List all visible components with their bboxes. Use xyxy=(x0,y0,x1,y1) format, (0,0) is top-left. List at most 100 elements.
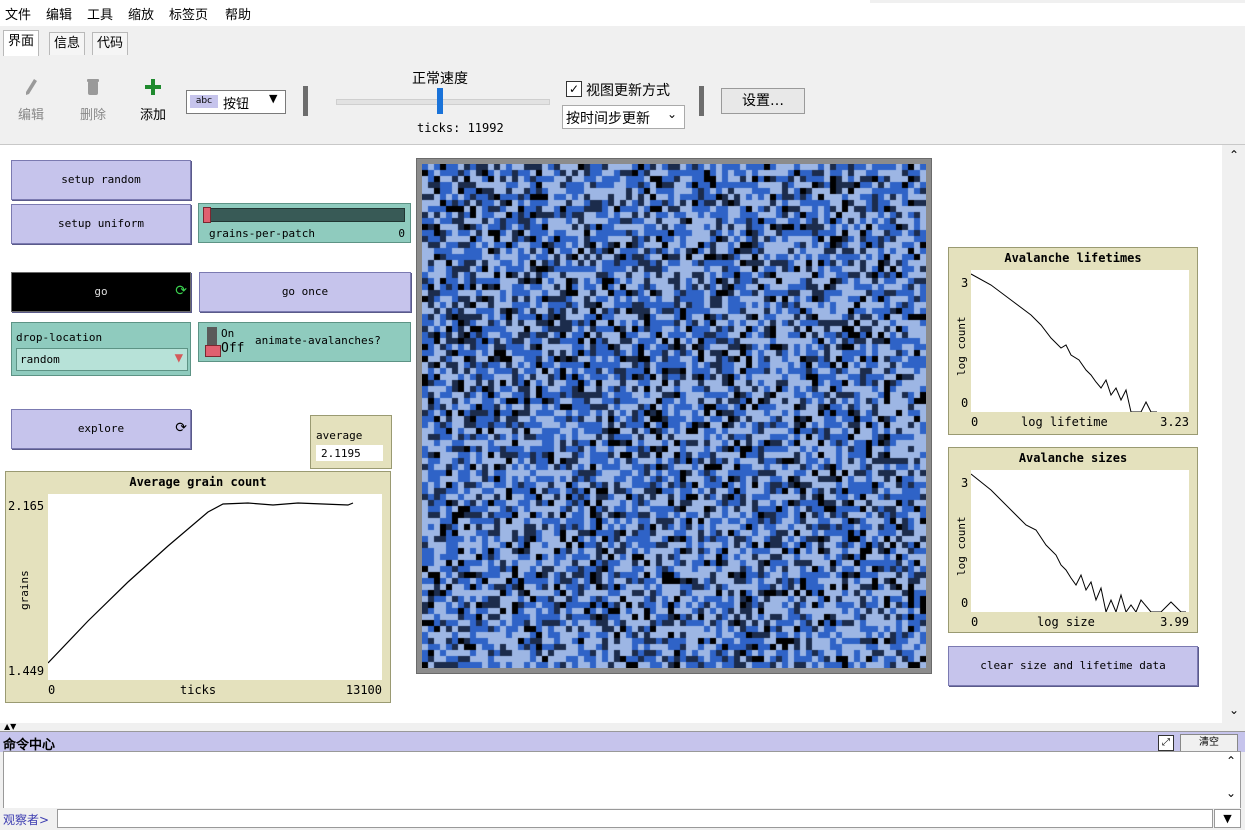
add-button-label: 添加 xyxy=(139,108,166,123)
switch-track[interactable] xyxy=(207,327,217,355)
tab-bar: 界面 信息 代码 xyxy=(0,26,1245,57)
pencil-icon xyxy=(26,79,37,95)
settings-button[interactable]: 设置… xyxy=(721,88,805,114)
scroll-up-icon[interactable]: ⌃ xyxy=(1229,148,1240,162)
grains-slider-value: 0 xyxy=(398,227,405,240)
speed-label: 正常速度 xyxy=(412,71,468,87)
switch-handle[interactable] xyxy=(205,345,221,357)
toolbar-separator xyxy=(699,86,704,116)
update-mode-value: 按时间步更新 xyxy=(566,111,650,127)
y-max-label: 3 xyxy=(961,276,969,290)
lifetimes-line xyxy=(970,273,1157,413)
chevron-down-icon[interactable]: ▼ xyxy=(1214,809,1241,828)
forever-loop-icon: ⟳ xyxy=(175,283,187,299)
split-handle-icon[interactable]: ▲▼ xyxy=(4,722,17,731)
average-monitor-value: 2.1195 xyxy=(321,447,361,460)
menu-file[interactable]: 文件 xyxy=(5,8,32,23)
x-min-label: 0 xyxy=(48,683,56,697)
go-button-label: go xyxy=(94,285,108,298)
patch-grid[interactable] xyxy=(422,164,926,668)
x-min-label: 0 xyxy=(971,615,979,629)
menu-tabs[interactable]: 标签页 xyxy=(169,8,209,23)
menu-bar-edge xyxy=(870,0,1245,3)
drop-location-value: random xyxy=(20,353,60,366)
y-max-label: 2.165 xyxy=(8,499,45,513)
slider-handle[interactable] xyxy=(203,207,211,223)
speed-slider-handle[interactable] xyxy=(437,88,443,114)
delete-button[interactable]: 删除 xyxy=(76,78,110,123)
toolbar-separator xyxy=(303,86,308,116)
y-axis-label: grains xyxy=(18,570,31,610)
speed-slider[interactable] xyxy=(336,99,550,105)
grains-slider-label: grains-per-patch xyxy=(209,227,315,240)
setup-random-button[interactable]: setup random xyxy=(11,160,191,200)
slider-track[interactable] xyxy=(203,208,405,222)
trash-icon xyxy=(87,79,99,95)
switch-off-label: Off xyxy=(221,341,245,356)
add-button[interactable]: 添加 xyxy=(136,78,170,123)
menu-zoom[interactable]: 缩放 xyxy=(128,8,155,23)
clear-data-button[interactable]: clear size and lifetime data xyxy=(948,646,1198,686)
interface-scrollbar[interactable]: ⌃ ⌄ xyxy=(1223,145,1245,723)
grains-per-patch-slider[interactable]: grains-per-patch 0 xyxy=(198,203,411,243)
x-max-label: 13100 xyxy=(345,683,382,697)
clear-command-button[interactable]: 清空 xyxy=(1180,734,1238,752)
animate-avalanches-switch[interactable]: On Off animate-avalanches? xyxy=(198,322,411,362)
explore-button-label: explore xyxy=(77,422,125,435)
scroll-down-icon[interactable]: ⌄ xyxy=(1229,703,1240,717)
forever-loop-icon: ⟳ xyxy=(175,420,187,436)
average-monitor-box: 2.1195 xyxy=(316,445,383,461)
tab-code[interactable]: 代码 xyxy=(92,32,129,55)
command-center-title: 命令中心 xyxy=(3,738,56,753)
scroll-down-icon[interactable]: ⌄ xyxy=(1225,786,1236,800)
plot-area xyxy=(970,270,1189,413)
interface-panel: setup random setup uniform grains-per-pa… xyxy=(0,145,1222,723)
y-max-label: 3 xyxy=(961,476,969,490)
edit-button[interactable]: 编辑 xyxy=(14,78,48,123)
ticks-readout: ticks: 11992 xyxy=(417,121,504,135)
avalanche-lifetimes-plot: Avalanche lifetimes 3 0 log count 0 log … xyxy=(948,247,1198,435)
widget-type-dropdown[interactable]: abc 按钮 ▼ xyxy=(186,90,286,114)
y-axis-label: log count xyxy=(955,316,968,376)
explore-button[interactable]: explore ⟳ xyxy=(11,409,191,449)
chevron-down-icon: ▼ xyxy=(174,350,183,366)
view-updates-checkbox[interactable]: ✓ xyxy=(566,81,582,97)
tab-interface[interactable]: 界面 xyxy=(3,30,40,56)
toolbar: 编辑 删除 添加 abc 按钮 ▼ 正常速度 ticks: 11992 ✓ 视图… xyxy=(0,56,1245,145)
x-axis-label: ticks xyxy=(180,683,217,697)
button-widget-icon: abc xyxy=(190,95,218,108)
edit-button-label: 编辑 xyxy=(17,108,44,123)
menu-edit[interactable]: 编辑 xyxy=(46,8,73,23)
drop-location-chooser[interactable]: drop-location random ▼ xyxy=(11,322,191,376)
command-input[interactable] xyxy=(57,809,1213,828)
tab-info[interactable]: 信息 xyxy=(49,32,86,55)
world-view[interactable] xyxy=(416,158,932,674)
menu-help[interactable]: 帮助 xyxy=(225,8,252,23)
y-min-label: 0 xyxy=(961,396,969,410)
plot-area xyxy=(47,494,382,680)
observer-prompt[interactable]: 观察者> xyxy=(3,813,50,827)
go-once-button[interactable]: go once xyxy=(199,272,411,312)
setup-uniform-button[interactable]: setup uniform xyxy=(11,204,191,244)
drop-location-select[interactable]: random ▼ xyxy=(16,348,188,371)
menu-tools[interactable]: 工具 xyxy=(87,8,114,23)
average-monitor-label: average xyxy=(316,429,363,442)
plot-title: Average grain count xyxy=(129,475,267,489)
command-output[interactable]: ⌃ ⌄ xyxy=(3,751,1241,809)
plus-icon xyxy=(145,79,161,95)
command-input-row: 观察者> ▼ xyxy=(0,808,1245,830)
update-mode-select[interactable]: 按时间步更新 ⌄ xyxy=(562,105,685,129)
scroll-up-icon[interactable]: ⌃ xyxy=(1225,754,1236,768)
expand-icon[interactable]: ⤢ xyxy=(1158,735,1174,751)
plot-area xyxy=(970,470,1189,614)
average-grain-line xyxy=(47,502,354,664)
average-monitor: average 2.1195 xyxy=(310,415,392,469)
chevron-down-icon: ⌄ xyxy=(667,107,678,121)
plot-title: Avalanche sizes xyxy=(1018,451,1128,465)
x-max-label: 3.99 xyxy=(1160,615,1189,629)
switch-on-label: On xyxy=(221,327,235,340)
go-button[interactable]: go ⟳ xyxy=(11,272,191,312)
x-axis-label: log size xyxy=(1037,615,1095,629)
y-axis-label: log count xyxy=(955,516,968,576)
plot-title: Avalanche lifetimes xyxy=(1004,251,1142,265)
